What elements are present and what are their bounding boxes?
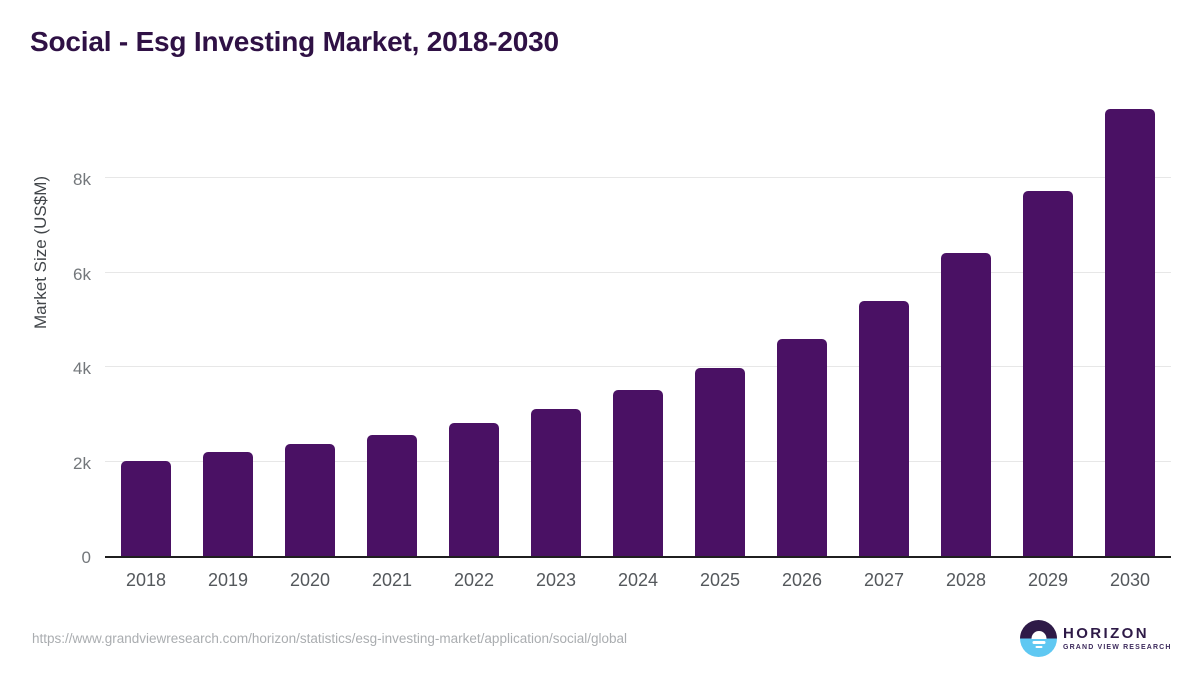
horizon-logo-title: HORIZON <box>1063 625 1149 642</box>
bar-2030 <box>1105 109 1155 556</box>
bar-slot-2018 <box>105 100 187 556</box>
bar-2022 <box>449 422 499 556</box>
bar-slot-2026 <box>761 100 843 556</box>
gridline-4k <box>105 366 1171 368</box>
bar-slot-2029 <box>1007 100 1089 556</box>
bar-2028 <box>941 253 991 556</box>
bar-2020 <box>285 443 335 556</box>
horizon-logo-icon <box>1020 620 1057 657</box>
bar-slot-2022 <box>433 100 515 556</box>
y-tick-label-6k: 6k <box>73 264 91 284</box>
bar-2027 <box>859 301 909 556</box>
horizon-logo-subtitle: GRAND VIEW RESEARCH <box>1063 644 1172 651</box>
horizon-logo: HORIZON GRAND VIEW RESEARCH <box>1020 620 1172 657</box>
y-axis-tick-labels: 0 2k 4k 6k 8k <box>0 100 93 567</box>
x-tick-label-2027: 2027 <box>863 570 905 590</box>
source-url: https://www.grandviewresearch.com/horizo… <box>32 631 628 646</box>
bar-slot-2023 <box>515 100 597 556</box>
page-title: Social - Esg Investing Market, 2018-2030 <box>30 26 559 57</box>
y-tick-label-0: 0 <box>81 548 91 567</box>
bar-2025 <box>695 367 745 556</box>
bar-2018 <box>121 461 171 556</box>
x-tick-label-2023: 2023 <box>535 570 577 590</box>
y-tick-label-2k: 2k <box>73 453 91 473</box>
y-tick-label-4k: 4k <box>73 359 91 379</box>
x-tick-label-2018: 2018 <box>125 570 167 590</box>
bar-slot-2027 <box>843 100 925 556</box>
bar-2023 <box>531 408 581 556</box>
bar-2024 <box>613 390 663 556</box>
bar-slot-2021 <box>351 100 433 556</box>
y-tick-label-8k: 8k <box>73 170 91 190</box>
bar-2029 <box>1023 191 1073 556</box>
bar-2019 <box>203 451 253 556</box>
x-tick-label-2029: 2029 <box>1027 570 1069 590</box>
x-tick-label-2021: 2021 <box>371 570 413 590</box>
water-reflection-icon <box>1035 646 1042 649</box>
sun-icon <box>1031 631 1046 639</box>
bar-2021 <box>367 435 417 556</box>
x-tick-label-2024: 2024 <box>617 570 659 590</box>
bar-slot-2028 <box>925 100 1007 556</box>
bar-slot-2020 <box>269 100 351 556</box>
horizon-logo-text: HORIZON GRAND VIEW RESEARCH <box>1063 625 1172 652</box>
gridline-8k <box>105 177 1171 179</box>
x-tick-label-2020: 2020 <box>289 570 331 590</box>
x-tick-label-2030: 2030 <box>1109 570 1151 590</box>
x-tick-label-2019: 2019 <box>207 570 249 590</box>
x-tick-label-2022: 2022 <box>453 570 495 590</box>
bar-slot-2030 <box>1089 100 1171 556</box>
bar-series <box>105 100 1171 556</box>
x-tick-label-2025: 2025 <box>699 570 741 590</box>
x-axis-tick-labels: 2018 2019 2020 2021 2022 2023 2024 2025 2026 2027… <box>105 570 1171 591</box>
chart-plot-area <box>105 100 1171 558</box>
bar-2026 <box>777 339 827 556</box>
bar-slot-2024 <box>597 100 679 556</box>
bar-slot-2025 <box>679 100 761 556</box>
bar-slot-2019 <box>187 100 269 556</box>
water-reflection-icon <box>1032 641 1045 644</box>
x-tick-label-2026: 2026 <box>781 570 823 590</box>
x-tick-label-2028: 2028 <box>945 570 987 590</box>
gridline-6k <box>105 271 1171 273</box>
